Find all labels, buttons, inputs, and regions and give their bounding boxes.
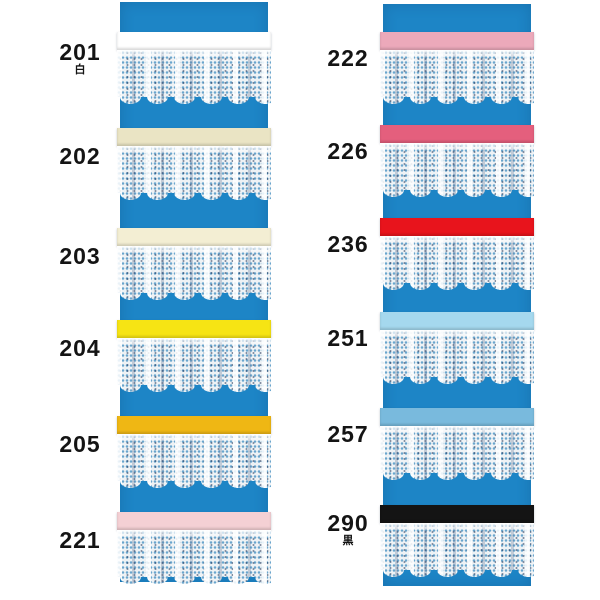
- ribbon-band-236: [380, 218, 534, 236]
- sample-label-203: 203: [48, 244, 112, 268]
- lace-sample-222: [380, 32, 534, 106]
- sample-label-221: 221: [48, 528, 112, 552]
- lace-frill-290: [380, 523, 534, 579]
- sample-code: 202: [59, 143, 101, 169]
- lace-sample-257: [380, 408, 534, 482]
- lace-frill-251: [380, 330, 534, 386]
- lace-sample-290: [380, 505, 534, 579]
- sample-code: 290: [327, 510, 369, 536]
- lace-sample-203: [117, 228, 271, 302]
- lace-sample-226: [380, 125, 534, 199]
- lace-frill-236: [380, 236, 534, 292]
- sample-label-236: 236: [316, 232, 380, 256]
- lace-sample-236: [380, 218, 534, 292]
- ribbon-band-203: [117, 228, 271, 246]
- lace-frill-226: [380, 143, 534, 199]
- ribbon-band-221: [117, 512, 271, 530]
- lace-frill-221: [117, 530, 271, 586]
- lace-frill-204: [117, 338, 271, 394]
- sample-label-226: 226: [316, 139, 380, 163]
- ribbon-band-226: [380, 125, 534, 143]
- ribbon-band-257: [380, 408, 534, 426]
- sample-label-222: 222: [316, 46, 380, 70]
- sample-code: 203: [59, 243, 101, 269]
- lace-frill-202: [117, 146, 271, 202]
- sample-label-201: 201 白: [48, 40, 112, 76]
- sample-label-205: 205: [48, 432, 112, 456]
- sample-code: 201: [59, 39, 101, 65]
- lace-sample-201: [117, 32, 271, 106]
- sample-board-right: [380, 4, 534, 586]
- ribbon-band-205: [117, 416, 271, 434]
- ribbon-band-202: [117, 128, 271, 146]
- sample-label-251: 251: [316, 326, 380, 350]
- lace-sample-205: [117, 416, 271, 490]
- sample-label-257: 257: [316, 422, 380, 446]
- sample-code: 222: [327, 45, 369, 71]
- sample-color-note: 白: [74, 64, 86, 77]
- lace-sample-221: [117, 512, 271, 586]
- sample-code: 236: [327, 231, 369, 257]
- sample-label-290: 290 黒: [316, 511, 380, 547]
- lace-frill-222: [380, 50, 534, 106]
- lace-frill-201: [117, 50, 271, 106]
- lace-sample-202: [117, 128, 271, 202]
- lace-frill-257: [380, 426, 534, 482]
- lace-sample-251: [380, 312, 534, 386]
- lace-frill-205: [117, 434, 271, 490]
- ribbon-band-222: [380, 32, 534, 50]
- sample-label-202: 202: [48, 144, 112, 168]
- ribbon-band-251: [380, 312, 534, 330]
- ribbon-band-204: [117, 320, 271, 338]
- sample-code: 251: [327, 325, 369, 351]
- lace-frill-203: [117, 246, 271, 302]
- sample-label-204: 204: [48, 336, 112, 360]
- lace-sample-204: [117, 320, 271, 394]
- sample-color-note: 黒: [342, 535, 354, 548]
- sample-code: 221: [59, 527, 101, 553]
- sample-code: 226: [327, 138, 369, 164]
- sample-board-left: [117, 2, 271, 586]
- sample-code: 204: [59, 335, 101, 361]
- sample-code: 257: [327, 421, 369, 447]
- sample-code: 205: [59, 431, 101, 457]
- ribbon-band-201: [117, 32, 271, 50]
- ribbon-band-290: [380, 505, 534, 523]
